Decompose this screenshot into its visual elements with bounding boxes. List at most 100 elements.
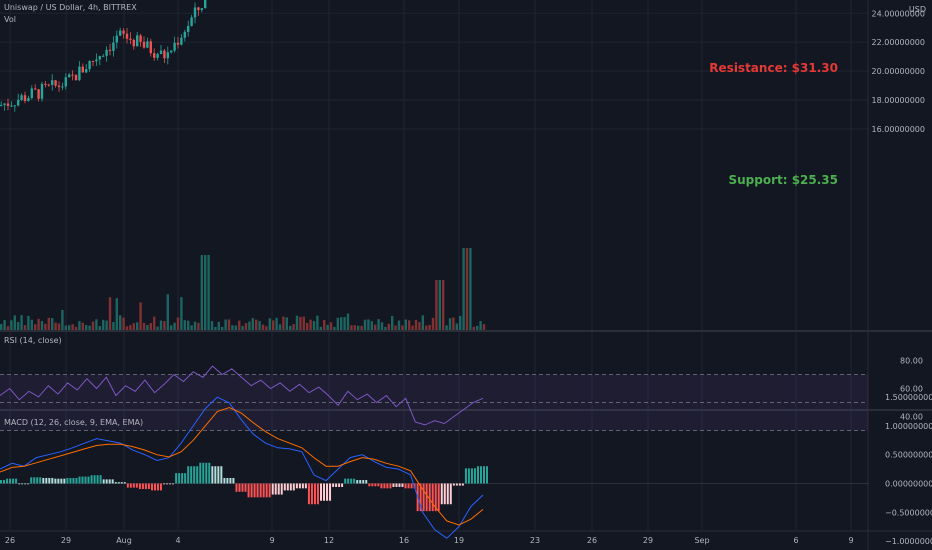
- candle-body: [159, 50, 163, 55]
- volume-bar: [272, 320, 275, 330]
- macd-histogram-bar: [60, 478, 63, 484]
- volume-bar: [353, 325, 356, 330]
- macd-histogram-bar: [310, 483, 313, 505]
- macd-line: [0, 396, 484, 539]
- time-tick-label: 12: [324, 536, 334, 545]
- volume-bar: [132, 323, 135, 330]
- candle-body: [68, 74, 71, 78]
- candle-body: [40, 83, 44, 99]
- macd-histogram-bar: [33, 477, 36, 484]
- volume-bar: [159, 320, 163, 330]
- macd-histogram-bar: [313, 483, 316, 505]
- macd-histogram-bar: [132, 483, 135, 488]
- volume-bar: [10, 320, 13, 330]
- macd-tick-label: −1.00000000: [885, 537, 932, 546]
- volume-bar: [445, 325, 448, 330]
- macd-histogram-bar: [120, 482, 123, 484]
- macd-histogram-bar: [184, 473, 187, 484]
- volume-bar: [374, 324, 377, 330]
- candle-body: [61, 86, 64, 88]
- macd-histogram-bar: [232, 477, 235, 484]
- volume-bar: [431, 317, 435, 330]
- volume-bar: [91, 321, 95, 330]
- macd-histogram-bar: [39, 477, 42, 484]
- macd-histogram-bar: [428, 483, 431, 512]
- volume-bar: [102, 319, 105, 330]
- rsi-label: RSI (14, close): [4, 336, 62, 345]
- volume-bar: [95, 319, 98, 330]
- macd-histogram-bar: [452, 483, 455, 486]
- volume-bar: [214, 326, 217, 330]
- volume-bar: [40, 321, 44, 330]
- macd-histogram-bar: [211, 466, 214, 484]
- time-tick-label: Sep: [694, 536, 709, 545]
- candle-body: [23, 95, 27, 102]
- macd-histogram-bar: [470, 468, 473, 484]
- volume-bar: [129, 325, 132, 330]
- macd-histogram-bar: [320, 483, 323, 501]
- volume-bar: [282, 316, 285, 330]
- macd-histogram-bar: [169, 483, 172, 485]
- volume-bar: [261, 324, 265, 330]
- candle-body: [122, 30, 125, 34]
- macd-histogram-bar: [199, 462, 202, 484]
- volume-bar: [387, 323, 390, 330]
- candle-body: [71, 74, 74, 76]
- volume-bar: [319, 326, 322, 330]
- candle-body: [95, 59, 98, 62]
- macd-histogram-bar: [253, 483, 256, 498]
- candle-body: [112, 42, 115, 51]
- volume-bar: [326, 324, 329, 330]
- volume-bar: [57, 323, 61, 330]
- volume-bar: [462, 248, 465, 330]
- volume-bar: [380, 322, 384, 330]
- candle-body: [78, 66, 81, 81]
- volume-bar: [180, 297, 183, 330]
- macd-histogram-bar: [48, 477, 51, 484]
- volume-bar: [6, 326, 10, 330]
- volume-bar: [176, 317, 180, 330]
- candle-body: [129, 38, 132, 40]
- macd-histogram-bar: [75, 477, 78, 484]
- volume-bar: [136, 322, 139, 330]
- macd-histogram-bar: [356, 480, 359, 484]
- macd-histogram-bar: [202, 462, 205, 484]
- volume-bar: [125, 326, 129, 330]
- volume-bar: [71, 324, 74, 330]
- volume-bar: [357, 325, 360, 330]
- candle-body: [17, 99, 20, 106]
- volume-bar: [285, 317, 288, 330]
- volume-bar: [68, 325, 71, 330]
- volume-bar: [112, 322, 115, 330]
- macd-histogram-bar: [229, 477, 232, 484]
- volume-bar: [156, 326, 159, 330]
- volume-bar: [163, 321, 166, 330]
- macd-histogram-bar: [172, 483, 175, 485]
- time-tick-label: 9: [848, 536, 853, 545]
- volume-bar: [98, 326, 101, 330]
- macd-histogram-bar: [138, 483, 141, 490]
- candle-body: [47, 84, 50, 86]
- time-tick-label: 19: [454, 536, 464, 545]
- volume-bar: [278, 324, 282, 330]
- candle-body: [102, 55, 105, 57]
- candle-body: [163, 50, 166, 59]
- volume-bar: [438, 280, 441, 330]
- macd-histogram-bar: [480, 466, 482, 484]
- macd-histogram-bar: [81, 476, 84, 484]
- volume-bar: [309, 319, 312, 330]
- support-label: Support: $25.35: [728, 173, 838, 187]
- volume-bar: [459, 315, 462, 330]
- macd-histogram-bar: [271, 483, 274, 495]
- volume-bar: [292, 324, 295, 330]
- volume-bar: [421, 315, 424, 330]
- macd-histogram-bar: [220, 466, 223, 484]
- price-tick-label: 22.00000000: [872, 38, 925, 47]
- volume-bar: [81, 322, 84, 330]
- volume-bar: [142, 322, 146, 330]
- candle-body: [193, 7, 197, 18]
- macd-histogram-bar: [338, 483, 341, 487]
- volume-bar: [418, 322, 421, 330]
- macd-histogram-bar: [323, 483, 326, 501]
